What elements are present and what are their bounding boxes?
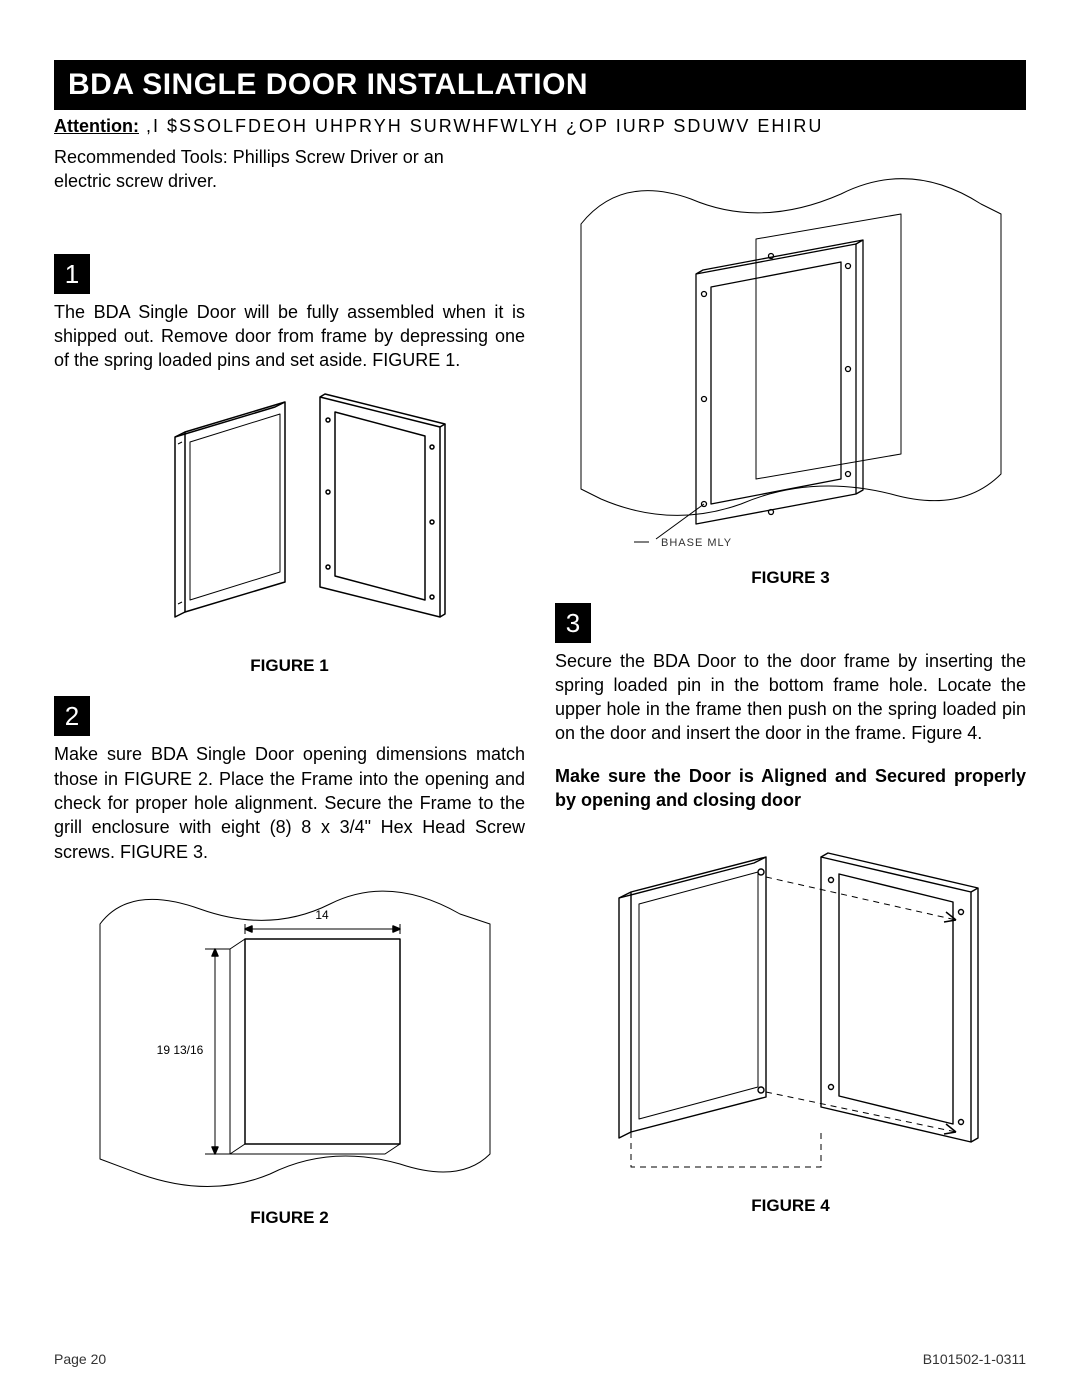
page-title-bar: BDA SINGLE DOOR INSTALLATION [54, 60, 1026, 110]
figure-3-caption: FIGURE 3 [555, 568, 1026, 588]
step-1-number: 1 [54, 254, 90, 294]
figure-4-caption: FIGURE 4 [555, 1196, 1026, 1216]
step-1-text: The BDA Single Door will be fully assemb… [54, 300, 525, 373]
step-2-text: Make sure BDA Single Door opening dimens… [54, 742, 525, 863]
step-1: 1 The BDA Single Door will be fully asse… [54, 254, 525, 373]
footer: Page 20 B101502-1-0311 [54, 1351, 1026, 1367]
step-2: 2 Make sure BDA Single Door opening dime… [54, 696, 525, 863]
right-column: BHASE MLY FIGURE 3 3 Secure the BDA Door… [555, 224, 1026, 1228]
step-3-bold: Make sure the Door is Aligned and Secure… [555, 764, 1026, 813]
figure-1-svg [110, 372, 470, 652]
left-column: 1 The BDA Single Door will be fully asse… [54, 224, 525, 1228]
tools-text: Recommended Tools: Phillips Screw Driver… [54, 145, 494, 194]
attention-line: Attention: ,I $SSOLFDEOH UHPRYH SURWHFWL… [54, 116, 1026, 137]
step-3: 3 Secure the BDA Door to the door frame … [555, 603, 1026, 813]
figure-4-svg [561, 832, 1021, 1192]
figure-4: FIGURE 4 [555, 832, 1026, 1216]
page: BDA SINGLE DOOR INSTALLATION Attention: … [0, 0, 1080, 1397]
step-3-number: 3 [555, 603, 591, 643]
step-2-number: 2 [54, 696, 90, 736]
figure-3-callout: BHASE MLY [661, 537, 732, 549]
page-title: BDA SINGLE DOOR INSTALLATION [68, 68, 588, 101]
attention-label: Attention: [54, 116, 139, 136]
figure-3-svg: BHASE MLY [561, 144, 1021, 564]
step-3-text: Secure the BDA Door to the door frame by… [555, 649, 1026, 746]
figure-2: 14 19 13/16 FIGURE 2 [54, 864, 525, 1228]
figure-2-height-label: 19 13/16 [156, 1043, 203, 1057]
figure-2-caption: FIGURE 2 [54, 1208, 525, 1228]
figure-1: FIGURE 1 [54, 372, 525, 676]
figure-2-width-label: 14 [315, 908, 329, 922]
footer-page: Page 20 [54, 1351, 106, 1367]
figure-3: BHASE MLY FIGURE 3 [555, 144, 1026, 588]
figure-2-svg: 14 19 13/16 [70, 864, 510, 1204]
footer-doc: B101502-1-0311 [923, 1351, 1026, 1367]
attention-text: ,I $SSOLFDEOH UHPRYH SURWHFWLYH ¿OP IURP… [146, 116, 823, 136]
columns: 1 The BDA Single Door will be fully asse… [54, 224, 1026, 1228]
figure-1-caption: FIGURE 1 [54, 656, 525, 676]
